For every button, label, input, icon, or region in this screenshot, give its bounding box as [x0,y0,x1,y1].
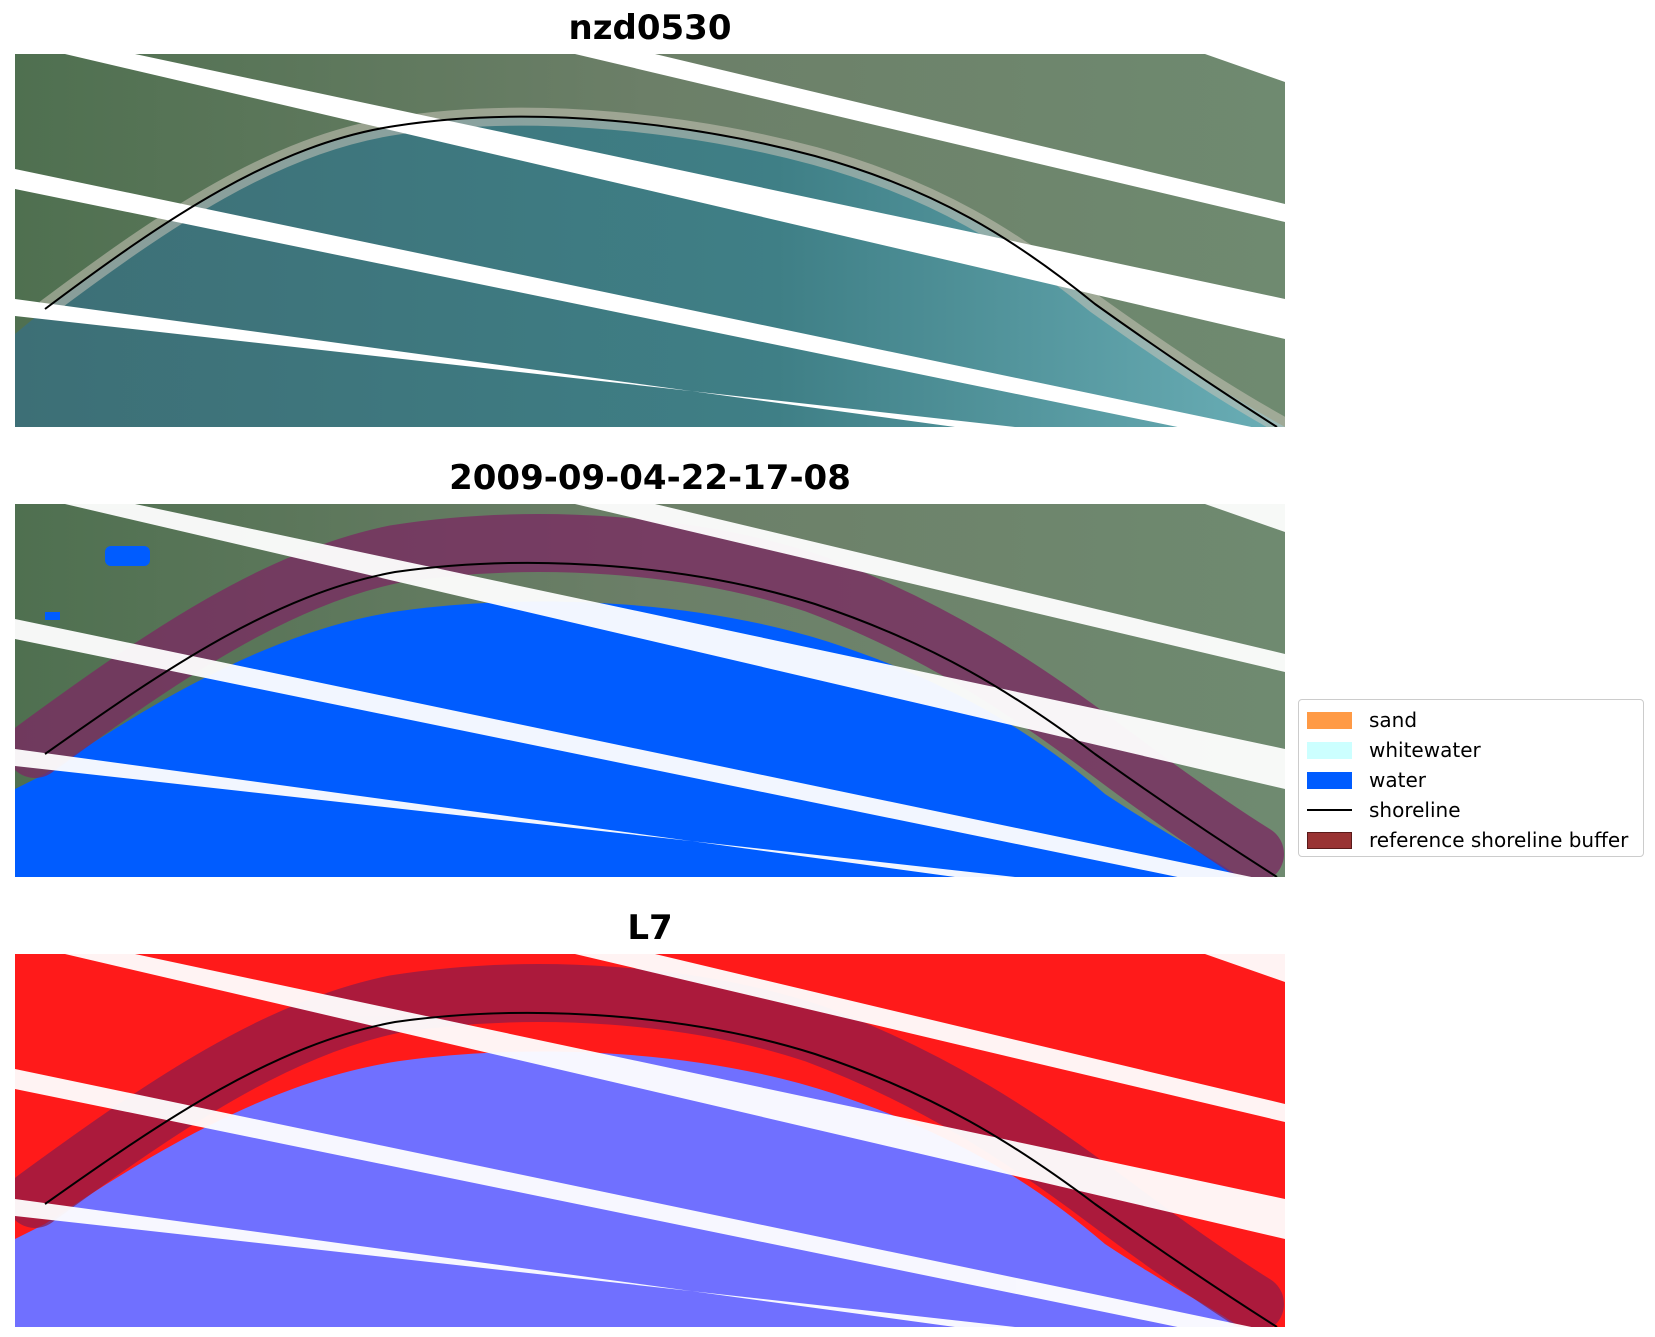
panel-title-rgb: nzd0530 [568,8,732,48]
legend-label-buffer: reference shoreline buffer [1369,828,1629,852]
shoreline-line [44,115,1278,427]
shoreline-line [44,561,1278,877]
legend-label-whitewater: whitewater [1369,738,1481,762]
panel-title-sensor: L7 [627,908,673,948]
water-class-specks [45,546,150,620]
reference-shoreline-buffer [15,514,1284,877]
classified-image-panel [15,504,1285,877]
legend-item-whitewater: whitewater [1307,736,1481,764]
legend-swatch-shoreline [1307,809,1352,811]
scan-gap-stripes [15,54,1285,427]
scan-gap-stripes [15,954,1285,1327]
legend-item-shoreline: shoreline [1307,796,1461,824]
rgb-image-panel [15,54,1285,427]
reference-shoreline-buffer [15,964,1284,1327]
legend-swatch-buffer [1307,831,1352,849]
legend-item-buffer: reference shoreline buffer [1307,826,1628,854]
legend-label-water: water [1369,768,1426,792]
rgb-satellite-image [15,54,1285,427]
legend-swatch-sand [1307,711,1352,729]
legend-swatch-water [1307,771,1352,789]
water-class-area [15,601,1240,877]
legend-label-shoreline: shoreline [1369,798,1461,822]
nir-image-panel [15,954,1285,1327]
scan-gap-stripes [15,504,1285,877]
classified-image [15,504,1285,877]
legend-item-water: water [1307,766,1426,794]
shoreline-line [44,1011,1278,1327]
panel-title-classified: 2009-09-04-22-17-08 [449,458,851,498]
nir-index-image [15,954,1285,1327]
legend-swatch-whitewater [1307,741,1352,759]
nir-water-area [15,1051,1240,1327]
legend-label-sand: sand [1369,708,1418,732]
legend-item-sand: sand [1307,706,1417,734]
legend: sand whitewater water shoreline referenc… [1298,699,1644,857]
